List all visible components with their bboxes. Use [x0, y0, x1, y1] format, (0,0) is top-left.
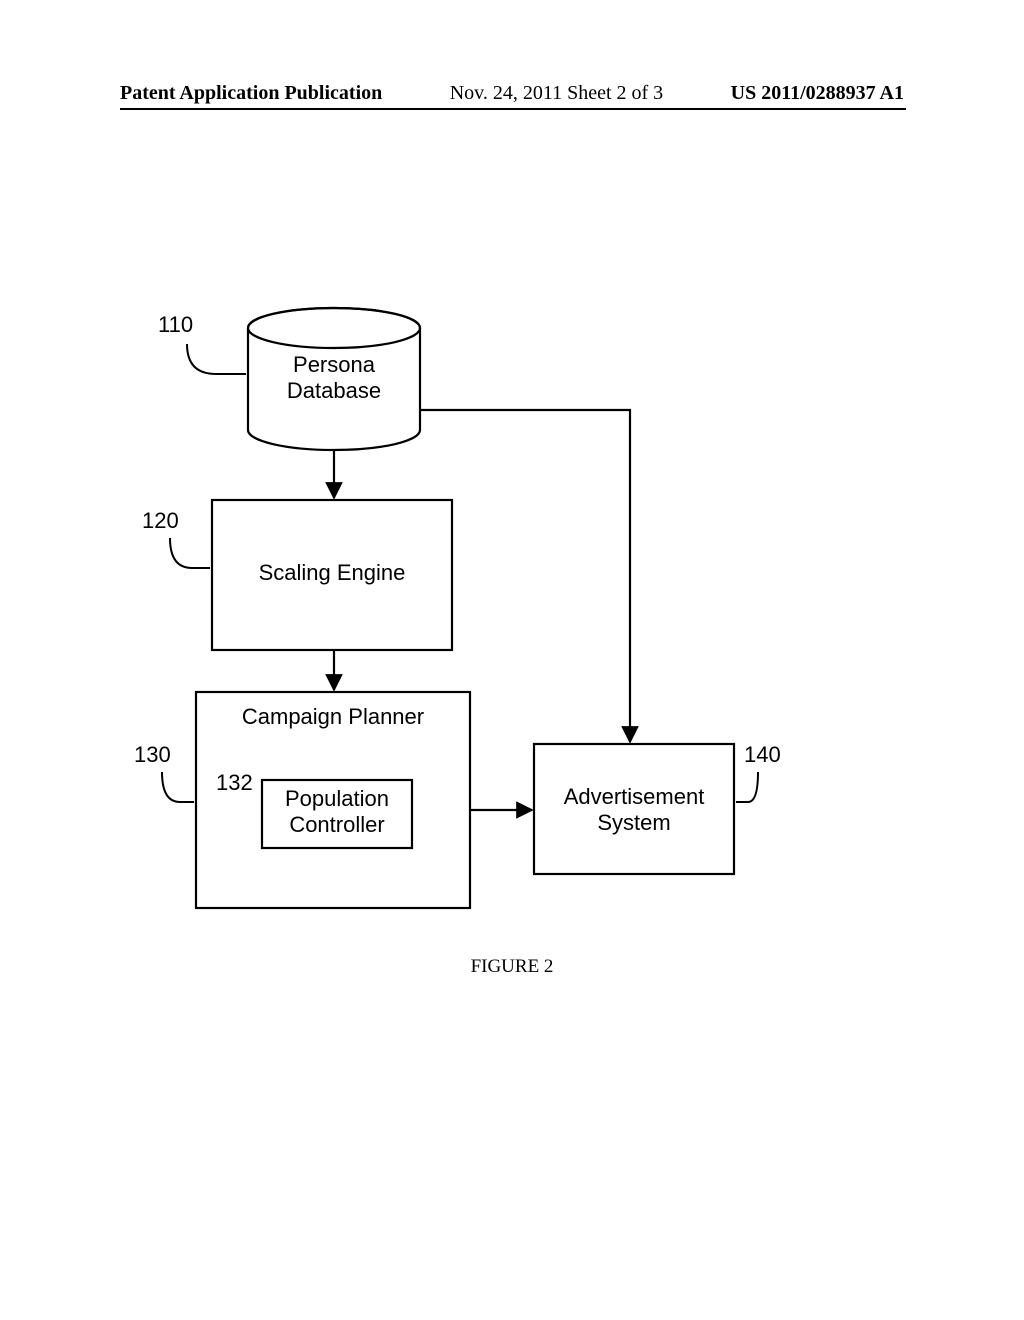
- persona-database-label-line1: Persona: [248, 352, 420, 378]
- ref-130: 130: [134, 742, 171, 768]
- advertisement-system-label-line2: System: [534, 810, 734, 836]
- population-controller-label-line1: Population: [262, 786, 412, 812]
- ref-132: 132: [216, 770, 253, 796]
- leader-130: [162, 772, 194, 802]
- scaling-engine-label: Scaling Engine: [212, 560, 452, 586]
- ref-120: 120: [142, 508, 179, 534]
- leader-140: [736, 772, 758, 802]
- ref-110: 110: [158, 312, 193, 338]
- advertisement-system-label-line1: Advertisement: [534, 784, 734, 810]
- campaign-planner-label: Campaign Planner: [196, 704, 470, 730]
- leader-110: [187, 344, 246, 374]
- leader-120: [170, 538, 210, 568]
- ref-140: 140: [744, 742, 781, 768]
- population-controller-label-line2: Controller: [262, 812, 412, 838]
- figure-2-diagram: [0, 0, 1024, 1320]
- figure-caption: FIGURE 2: [0, 956, 1024, 978]
- persona-database-label-line2: Database: [248, 378, 420, 404]
